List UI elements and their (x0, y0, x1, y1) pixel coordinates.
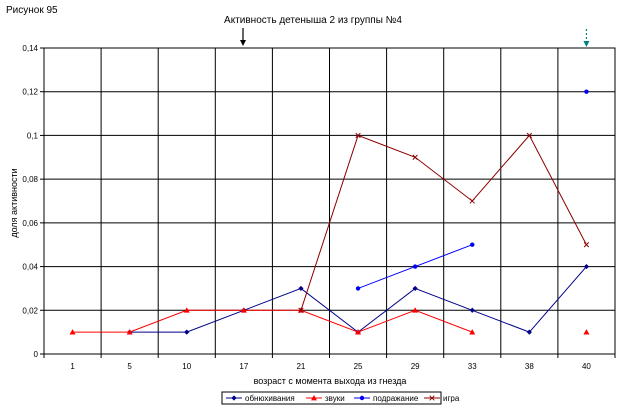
plot-area (43, 47, 616, 355)
legend: обнюхивания звуки подражание игра (221, 391, 460, 405)
x-axis-title: возраст с момента выхода из гнезда (254, 376, 407, 386)
data-point (298, 307, 304, 313)
data-point (526, 329, 532, 335)
data-point (412, 264, 418, 269)
x-tick-label: 29 (411, 362, 420, 371)
y-tick-label: 0 (34, 350, 39, 359)
data-point (526, 132, 533, 139)
data-point (583, 242, 590, 248)
data-point (69, 329, 76, 335)
data-point (469, 329, 476, 335)
data-point (355, 132, 361, 139)
y-tick-label: 0,06 (22, 219, 38, 228)
data-point (184, 329, 190, 335)
x-tick-label: 38 (525, 362, 534, 371)
axes (40, 47, 616, 358)
x-tick-label: 25 (354, 362, 363, 371)
series-diamond (127, 263, 590, 335)
legend-label: игра (443, 394, 460, 403)
arrow-head-icon (583, 41, 590, 47)
y-tick-label: 0,14 (22, 44, 38, 53)
data-point (470, 242, 475, 247)
tick-labels: 0 0,02 0,04 0,06 0,08 0,1 0,12 0,14 1 5 10 17 21 25 29… (22, 44, 591, 371)
data-point (584, 89, 589, 94)
data-point (469, 307, 475, 313)
x-tick-label: 5 (127, 362, 132, 371)
legend-label: звуки (325, 394, 345, 403)
data-point (231, 395, 237, 401)
annotation-arrows (240, 28, 590, 47)
x-tick-label: 1 (70, 362, 75, 371)
data-point (469, 198, 475, 204)
legend-label: обнюхивания (245, 394, 295, 403)
y-tick-label: 0,08 (22, 175, 38, 184)
y-tick-label: 0,02 (22, 306, 38, 315)
figure-label: Рисунок 95 (6, 5, 58, 16)
data-point (359, 395, 365, 401)
y-tick-label: 0,12 (22, 88, 38, 97)
x-tick-label: 10 (182, 362, 191, 371)
arrow-head-icon (240, 40, 246, 46)
legend-label: подражание (373, 394, 419, 403)
series-x (298, 132, 590, 313)
data-point (311, 395, 317, 401)
legend-box (221, 391, 442, 405)
x-tick-label: 21 (296, 362, 305, 371)
y-tick-label: 0,04 (22, 263, 38, 272)
series-line (300, 134, 587, 311)
series-dot (355, 89, 589, 291)
data-point (240, 307, 247, 313)
data-point (429, 395, 435, 401)
series-line (129, 266, 587, 333)
data-point (126, 329, 133, 335)
chart-title: Активность детеныша 2 из группы №4 (224, 15, 402, 26)
x-tick-label: 33 (468, 362, 477, 371)
data-point (412, 307, 419, 313)
grid (43, 47, 616, 355)
data-point (412, 285, 418, 292)
data-point (183, 307, 190, 313)
y-axis-title: доля активности (9, 168, 19, 237)
data-point (583, 329, 590, 335)
data-point (355, 329, 362, 335)
series-group (69, 89, 590, 335)
data-point (298, 285, 304, 292)
series-line (72, 309, 473, 333)
x-tick-label: 40 (582, 362, 591, 371)
data-point (583, 263, 590, 270)
data-point (355, 286, 361, 291)
data-point (412, 154, 418, 160)
x-tick-label: 17 (239, 362, 248, 371)
y-tick-label: 0,1 (27, 131, 39, 140)
